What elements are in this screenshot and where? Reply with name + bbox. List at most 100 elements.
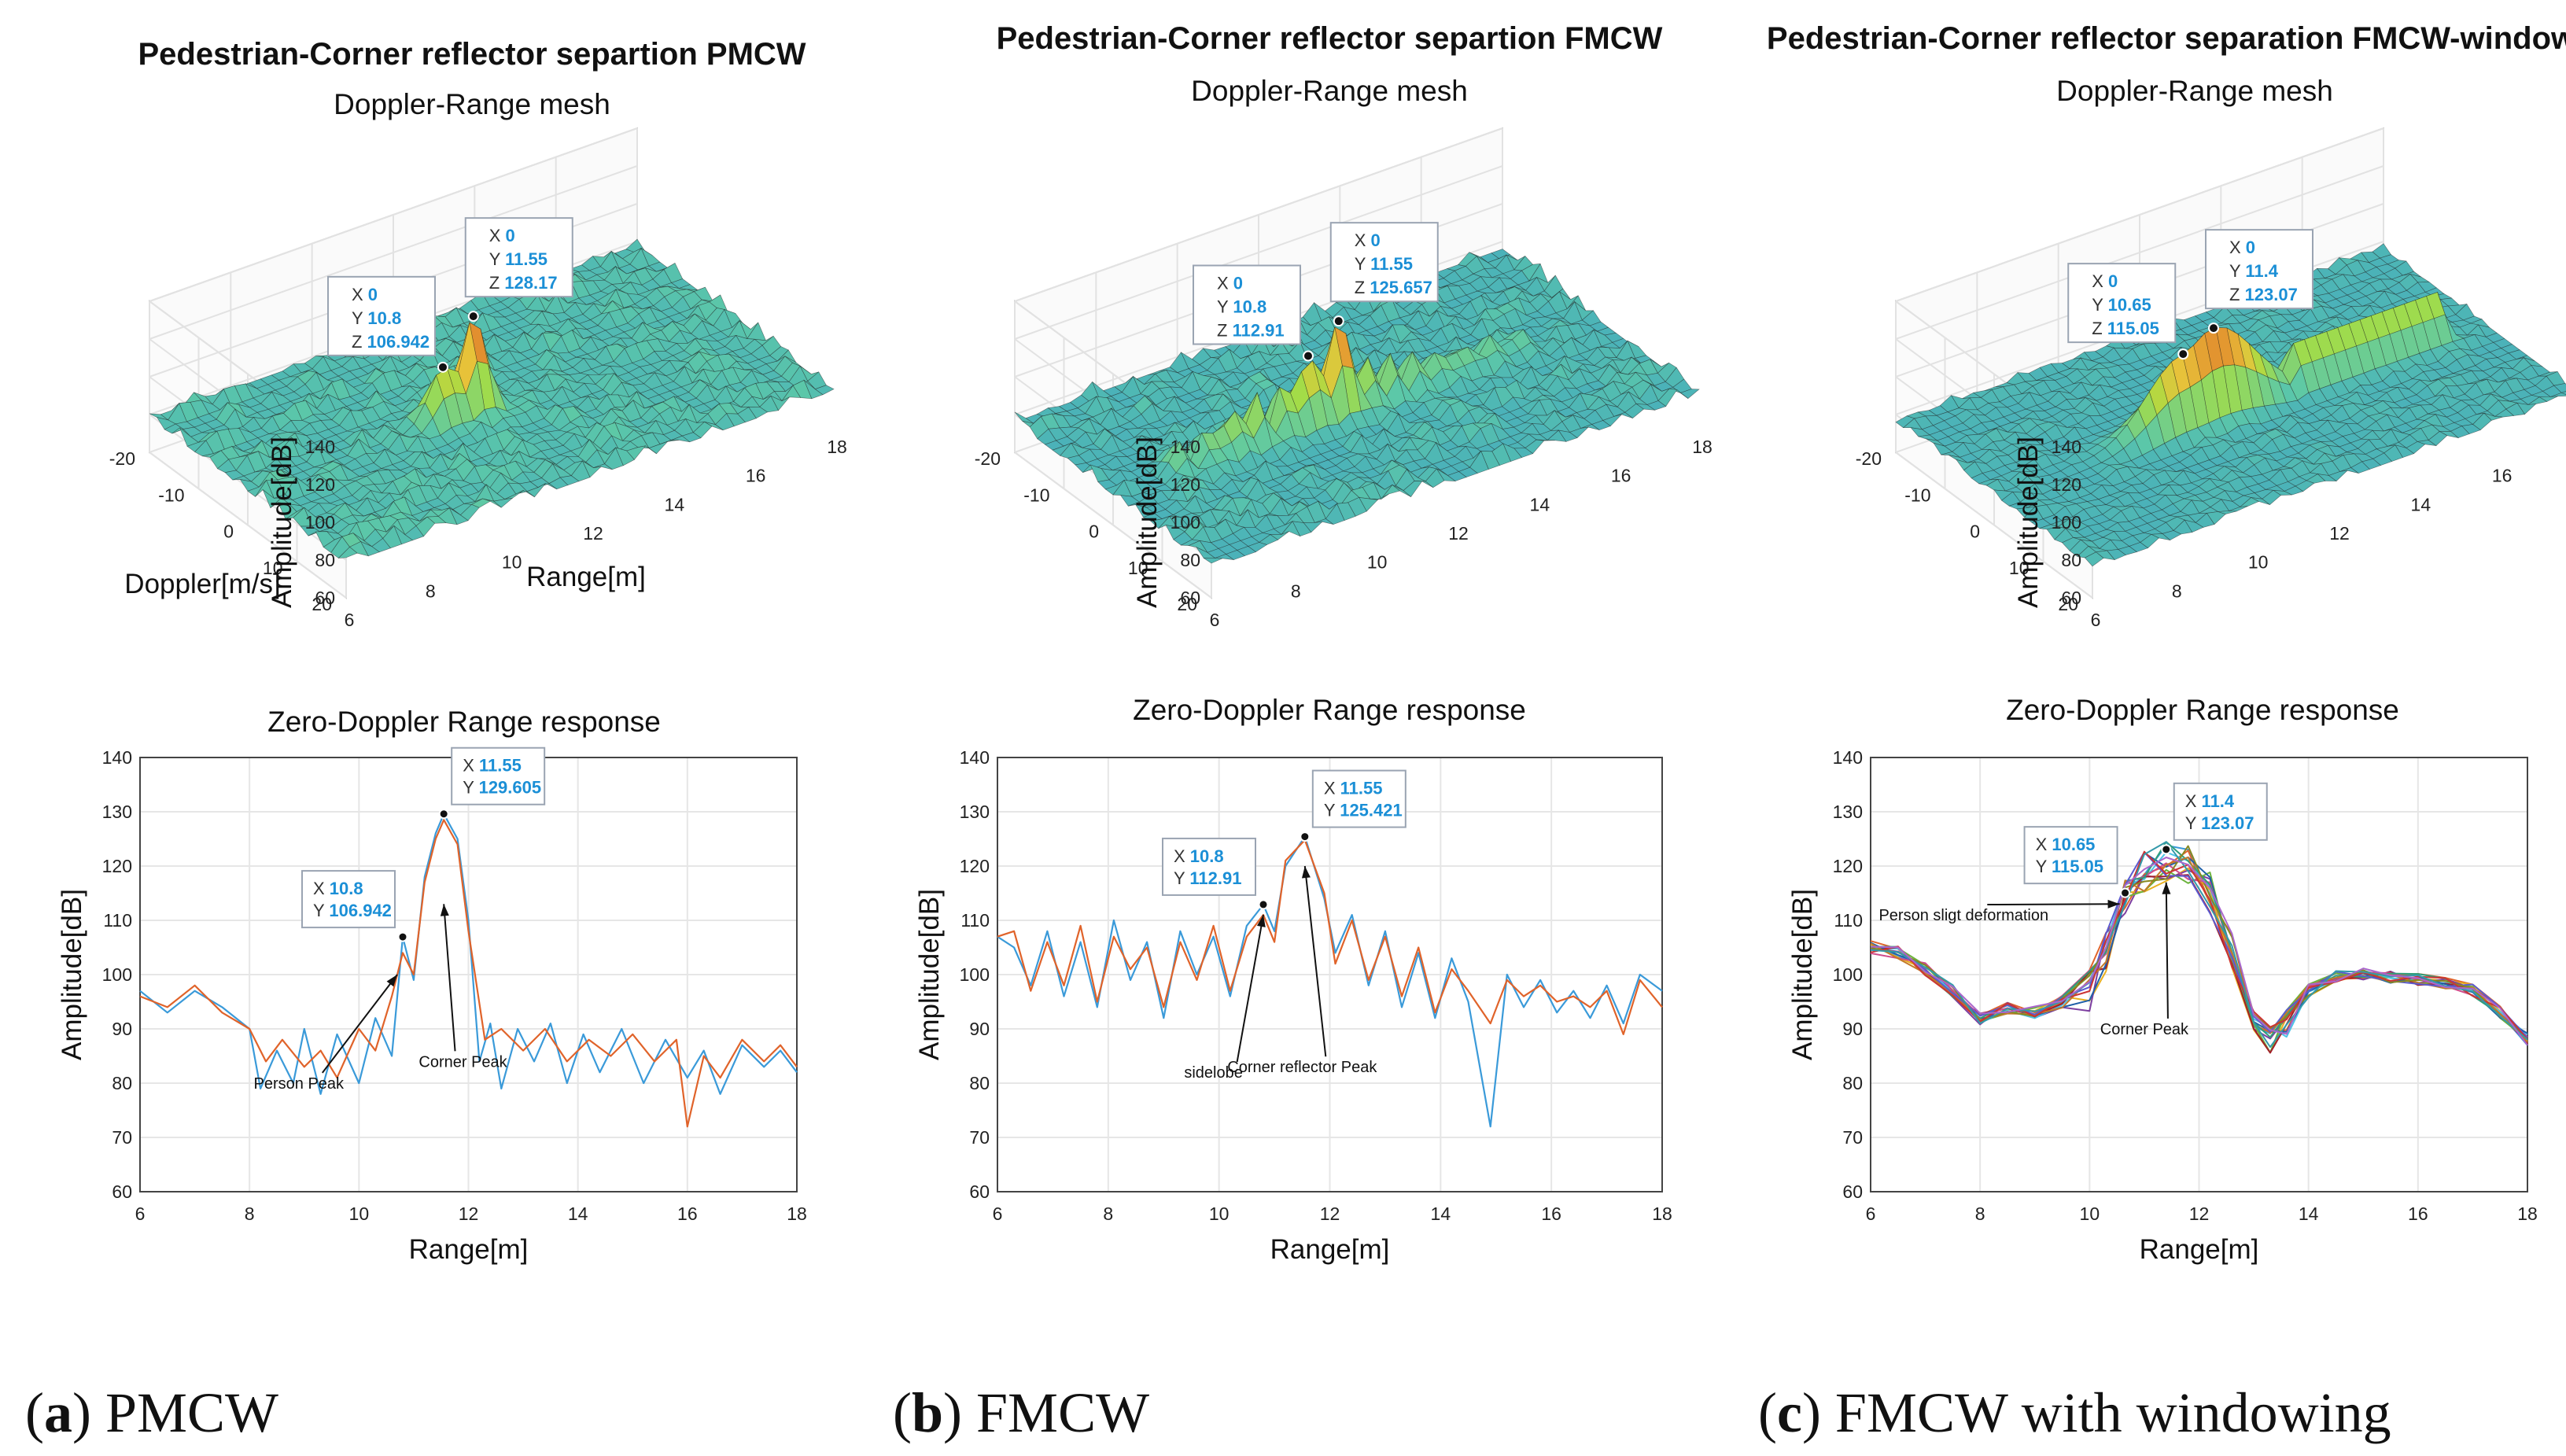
z-tick-label: 100 bbox=[305, 512, 335, 533]
x-tick-label: 12 bbox=[2189, 1204, 2210, 1224]
z-tick-label: 140 bbox=[1171, 437, 1200, 457]
z-tick-label: 120 bbox=[2052, 474, 2081, 495]
datatip-row: Z 112.91 bbox=[1217, 321, 1285, 341]
datatip-marker bbox=[2120, 887, 2131, 898]
x-tick-label: 18 bbox=[787, 1204, 807, 1224]
datatip-row: Y 11.55 bbox=[1355, 254, 1413, 274]
datatip-row: Y 106.942 bbox=[313, 901, 392, 920]
y-tick-label: 0 bbox=[1970, 522, 1980, 542]
x-tick-label: 14 bbox=[665, 494, 685, 514]
annotation-text: Corner reflector Peak bbox=[1227, 1059, 1377, 1076]
datatip-marker bbox=[437, 361, 448, 373]
y-tick-label: 140 bbox=[1833, 747, 1863, 768]
datatip-box bbox=[451, 746, 546, 805]
y-tick-label: 130 bbox=[1833, 802, 1863, 822]
y-tick-label: 20 bbox=[2058, 594, 2078, 614]
annotation-text: Person Peak bbox=[254, 1075, 345, 1093]
datatip-marker bbox=[1333, 315, 1344, 327]
line-title: Zero-Doppler Range response bbox=[267, 706, 661, 738]
annotation-arrow bbox=[1987, 903, 2120, 905]
z-tick-label: 80 bbox=[1180, 550, 1200, 570]
x-tick-label: 10 bbox=[349, 1204, 370, 1224]
annotation-arrow bbox=[321, 974, 398, 1074]
surface-plot-b: Pedestrian-Corner reflector separtion FM… bbox=[975, 21, 1713, 630]
datatip-row: X 11.55 bbox=[463, 756, 522, 776]
x-axis-label: Range[m] bbox=[526, 562, 646, 592]
y-tick-label: 10 bbox=[263, 558, 283, 578]
y-tick-label: 90 bbox=[112, 1019, 132, 1039]
x-tick-label: 18 bbox=[1692, 437, 1713, 457]
datatip-marker bbox=[438, 809, 449, 820]
datatip-row: Y 10.65 bbox=[2092, 295, 2151, 315]
y-tick-label: 90 bbox=[1842, 1019, 1863, 1039]
x-tick-label: 16 bbox=[1541, 1204, 1561, 1224]
datatip-box bbox=[1329, 222, 1439, 303]
x-tick-label: 18 bbox=[2517, 1204, 2538, 1224]
x-tick-label: 8 bbox=[1103, 1204, 1113, 1224]
annotation-arrowhead bbox=[1256, 915, 1266, 927]
y-tick-label: 100 bbox=[102, 964, 132, 985]
datatip-box bbox=[2067, 263, 2177, 344]
datatip-row: Y 10.8 bbox=[352, 308, 401, 328]
series-line-orange bbox=[139, 819, 798, 1128]
annotation-arrowhead bbox=[440, 904, 449, 916]
z-tick-label: 100 bbox=[2052, 512, 2081, 533]
datatip-1: X 11.4Y 123.07 bbox=[2173, 782, 2268, 841]
y-tick-label: 90 bbox=[969, 1019, 990, 1039]
y-tick-label: 70 bbox=[969, 1127, 990, 1148]
datatip-marker bbox=[2161, 844, 2172, 855]
surface-subtitle: Doppler-Range mesh bbox=[2056, 75, 2333, 107]
x-tick-label: 14 bbox=[2299, 1204, 2319, 1224]
datatip-row: Y 129.605 bbox=[463, 778, 541, 798]
datatip-box bbox=[1193, 264, 1301, 345]
x-tick-label: 16 bbox=[677, 1204, 698, 1224]
mesh-face bbox=[2084, 551, 2104, 567]
y-tick-label: 130 bbox=[102, 802, 132, 822]
datatip-box bbox=[327, 275, 436, 356]
y-tick-label: 0 bbox=[223, 522, 234, 542]
series-line-14 bbox=[1870, 841, 2528, 1049]
annotation-arrowhead bbox=[1301, 866, 1311, 879]
x-tick-label: 6 bbox=[135, 1204, 146, 1224]
y-tick-label: 70 bbox=[1842, 1127, 1863, 1148]
line-plot-c: Zero-Doppler Range response 6 8 10 12 14 16 18 6… bbox=[1787, 694, 2538, 1265]
x-tick-label: 6 bbox=[993, 1204, 1003, 1224]
y-tick-label: 120 bbox=[1833, 856, 1863, 876]
x-tick-label: 16 bbox=[2492, 466, 2513, 486]
mesh-face bbox=[1203, 558, 1223, 564]
y-tick-label: 20 bbox=[312, 594, 332, 614]
z-tick-label: 140 bbox=[305, 437, 335, 457]
datatip-row: Y 11.4 bbox=[2229, 261, 2279, 281]
y-tick-label: 100 bbox=[960, 964, 990, 985]
datatip-1: X 0 Y 11.55 Z 128.17 bbox=[464, 217, 573, 298]
datatip-row: X 11.55 bbox=[1324, 779, 1383, 798]
annotation-arrow bbox=[1236, 914, 1264, 1063]
datatip-row: X 11.4 bbox=[2185, 791, 2235, 811]
series-line-orange bbox=[997, 839, 1663, 1035]
x-tick-label: 6 bbox=[1210, 610, 1220, 630]
caption-a: (a) PMCW bbox=[25, 1381, 278, 1444]
y-tick-label: 10 bbox=[1128, 558, 1148, 578]
annotation-text: Corner Peak bbox=[418, 1053, 507, 1071]
datatip-box bbox=[1311, 769, 1407, 828]
y-tick-label: 140 bbox=[102, 747, 132, 768]
datatip-row: Z 115.05 bbox=[2092, 319, 2159, 338]
x-tick-label: 10 bbox=[1209, 1204, 1230, 1224]
annotation-arrowhead bbox=[2107, 899, 2120, 909]
line-title: Zero-Doppler Range response bbox=[2006, 694, 2399, 726]
y-tick-label: 120 bbox=[102, 856, 132, 876]
x-tick-label: 12 bbox=[1448, 523, 1469, 544]
x-tick-label: 14 bbox=[1431, 1204, 1451, 1224]
x-tick-label: 10 bbox=[1367, 552, 1388, 573]
y-tick-label: 10 bbox=[2009, 558, 2030, 578]
datatip-marker bbox=[397, 931, 408, 942]
surface-title: Pedestrian-Corner reflector separtion FM… bbox=[997, 21, 1663, 56]
y-axis-label: Amplitude[dB] bbox=[914, 889, 945, 1060]
y-tick-label: 80 bbox=[112, 1073, 132, 1093]
y-tick-label: 140 bbox=[960, 747, 990, 768]
z-tick-label: 80 bbox=[2061, 550, 2081, 570]
datatip-0: X 0 Y 10.8 Z 112.91 bbox=[1193, 264, 1301, 345]
datatip-row: X 0 bbox=[489, 226, 515, 245]
series-line-15 bbox=[1870, 857, 2528, 1046]
